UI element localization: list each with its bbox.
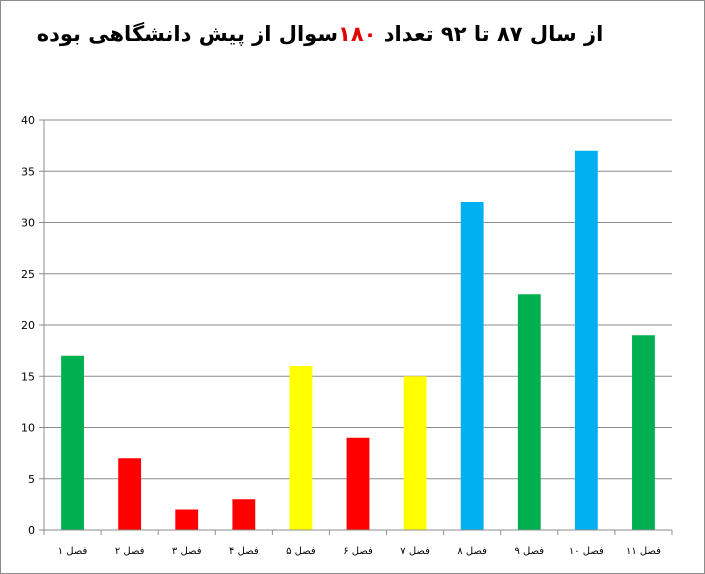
x-tick-label: فصل ۸	[457, 546, 487, 557]
y-tick-label: 15	[21, 370, 35, 383]
x-tick-label: فصل ۹	[514, 546, 544, 557]
bar	[517, 294, 541, 530]
y-tick-label: 20	[21, 319, 35, 332]
x-tick-label: فصل ۳	[172, 546, 202, 557]
y-tick-label: 0	[28, 524, 35, 537]
title-highlight-number: ۱۸۰	[338, 22, 377, 46]
x-tick-label: فصل ۱۱	[626, 546, 661, 557]
x-tick-label: فصل ۱	[58, 546, 88, 557]
bar	[403, 376, 427, 530]
y-tick-label: 25	[21, 268, 35, 281]
x-tick-label: فصل ۴	[229, 546, 259, 557]
bar	[346, 437, 370, 530]
title-part-2: سوال از پیش دانشگاهی بوده	[36, 22, 338, 46]
title-part-1: از سال ۸۷ تا ۹۲ تعداد	[376, 22, 604, 46]
bar	[175, 509, 199, 530]
bar	[118, 458, 142, 530]
y-tick-label: 10	[21, 422, 35, 435]
x-tick-label: فصل ۲	[115, 546, 145, 557]
y-axis: 0 5 10 15 20 25 30 35 40	[21, 114, 45, 537]
x-tick-label: فصل ۷	[400, 546, 430, 557]
bar	[632, 335, 655, 530]
y-tick-label: 40	[21, 114, 35, 127]
y-tick-label: 5	[28, 473, 35, 486]
y-tick-label: 35	[21, 165, 35, 178]
bar	[574, 150, 598, 530]
x-tick-label: فصل ۵	[286, 546, 316, 557]
bar	[232, 499, 256, 530]
y-tick-label: 30	[21, 217, 35, 230]
x-tick-label: فصل ۶	[343, 546, 373, 557]
bar	[289, 366, 313, 530]
bars	[61, 150, 655, 530]
bar	[460, 202, 484, 530]
x-axis: فصل ۱ فصل ۲ فصل ۳ فصل ۴ فصل ۵ فصل ۶ فصل ۷ فصل ۸…	[43, 529, 673, 557]
bar	[61, 355, 84, 530]
chart-title: از سال ۸۷ تا ۹۲ تعداد ۱۸۰سوال از پیش دان…	[0, 22, 640, 46]
x-tick-label: فصل ۱۰	[569, 546, 604, 557]
